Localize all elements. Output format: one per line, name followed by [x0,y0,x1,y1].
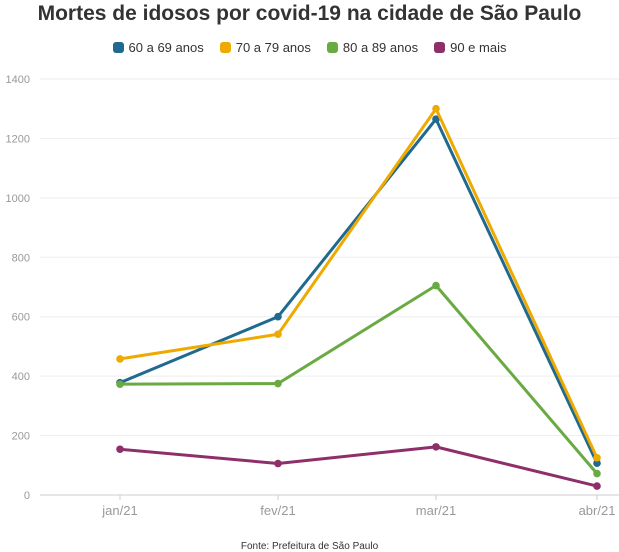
data-point [274,459,282,468]
y-tick-label: 0 [24,490,30,502]
y-tick-label: 1200 [6,133,30,145]
data-point [116,355,124,363]
y-tick-label: 400 [12,371,30,383]
x-tick-label: abr/21 [579,503,616,518]
legend-label: 60 a 69 anos [128,40,204,55]
data-point [432,104,440,113]
data-point [274,312,282,321]
data-point [432,281,440,290]
legend-item: 90 e mais [434,40,506,55]
legend-swatch [326,42,338,53]
x-tick-label: jan/21 [101,503,137,518]
y-tick-label: 200 [12,431,30,443]
data-point [116,380,124,388]
legend-swatch [112,42,124,53]
y-tick-label: 800 [12,252,30,264]
legend-label: 90 e mais [450,40,507,55]
legend-swatch [434,42,446,53]
legend-item: 70 a 79 anos [219,40,311,55]
y-tick-label: 1400 [6,74,30,86]
data-point [274,379,282,388]
series-line-2 [118,107,599,460]
legend-item: 60 a 69 anos [112,40,204,55]
legend-item: 80 a 89 anos [326,40,419,55]
x-tick-label: mar/21 [416,503,456,518]
legend-label: 70 a 79 anos [235,40,311,55]
data-point [116,445,124,454]
legend-swatch [219,42,231,53]
data-point [593,482,601,490]
series-line-1 [118,117,599,465]
chart-title: Mortes de idosos por covid-19 na cidade … [37,2,582,25]
y-tick-label: 1000 [6,193,30,205]
data-point [593,454,601,462]
x-tick-label: fev/21 [260,503,295,518]
data-point [432,115,440,123]
series-line-3 [118,284,599,476]
data-point [432,443,440,451]
data-point [593,459,601,468]
data-point [274,330,282,339]
legend: 60 a 69 anos 70 a 79 anos 80 a 89 anos 90 e… [0,40,619,55]
data-point [593,469,601,478]
y-tick-label: 600 [12,312,30,324]
series-line-4 [118,445,599,488]
legend-label: 80 a 89 anos [342,40,419,55]
source-note: Fonte: Prefeitura de São Paulo [240,541,379,552]
